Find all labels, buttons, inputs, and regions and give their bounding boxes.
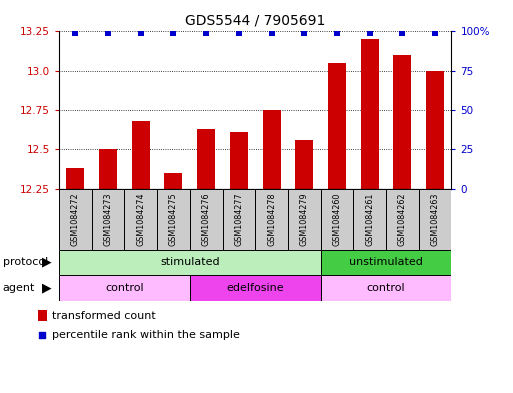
Bar [393,55,411,189]
Text: stimulated: stimulated [160,257,220,267]
Point [431,30,439,36]
Text: transformed count: transformed count [52,310,156,321]
Bar [37,310,47,321]
Bar [321,189,353,250]
Bar [426,71,444,189]
Text: agent: agent [3,283,35,293]
Point [202,30,210,36]
Bar [263,110,281,189]
Text: control: control [105,283,144,293]
Point [398,30,406,36]
Bar [124,189,157,250]
Point [136,30,145,36]
Bar [419,189,451,250]
Text: ▶: ▶ [42,256,51,269]
Bar [92,189,125,250]
Bar [157,189,190,250]
Bar [99,149,117,189]
Bar [255,189,288,250]
Bar [386,189,419,250]
Text: GSM1084272: GSM1084272 [71,192,80,246]
Bar [197,129,215,189]
Bar [190,275,321,301]
Point [169,30,177,36]
Point [333,30,341,36]
Point [267,30,275,36]
Point [235,30,243,36]
Point [366,30,374,36]
Text: GSM1084277: GSM1084277 [234,192,243,246]
Text: GSM1084278: GSM1084278 [267,192,276,246]
Bar [59,250,321,275]
Text: percentile rank within the sample: percentile rank within the sample [52,330,240,340]
Text: edelfosine: edelfosine [226,283,284,293]
Bar [66,168,84,189]
Text: protocol: protocol [3,257,48,267]
Text: GSM1084274: GSM1084274 [136,192,145,246]
Bar [295,140,313,189]
Text: GSM1084263: GSM1084263 [430,193,440,246]
Text: GSM1084275: GSM1084275 [169,192,178,246]
Bar [59,189,92,250]
Text: unstimulated: unstimulated [349,257,423,267]
Text: GSM1084279: GSM1084279 [300,192,309,246]
Bar [321,275,451,301]
Text: GSM1084262: GSM1084262 [398,192,407,246]
Text: GSM1084273: GSM1084273 [104,192,112,246]
Bar [165,173,183,189]
Point [71,30,80,36]
Text: GSM1084260: GSM1084260 [332,193,342,246]
Bar [328,63,346,189]
Point [104,30,112,36]
Text: GSM1084261: GSM1084261 [365,193,374,246]
Bar [190,189,223,250]
Title: GDS5544 / 7905691: GDS5544 / 7905691 [185,13,325,28]
Bar [59,275,190,301]
Point [38,332,46,338]
Bar [230,132,248,189]
Bar [223,189,255,250]
Bar [361,39,379,189]
Text: control: control [367,283,405,293]
Text: ▶: ▶ [42,281,51,294]
Point [300,30,308,36]
Bar [132,121,150,189]
Bar [321,250,451,275]
Bar [353,189,386,250]
Text: GSM1084276: GSM1084276 [202,192,211,246]
Bar [288,189,321,250]
